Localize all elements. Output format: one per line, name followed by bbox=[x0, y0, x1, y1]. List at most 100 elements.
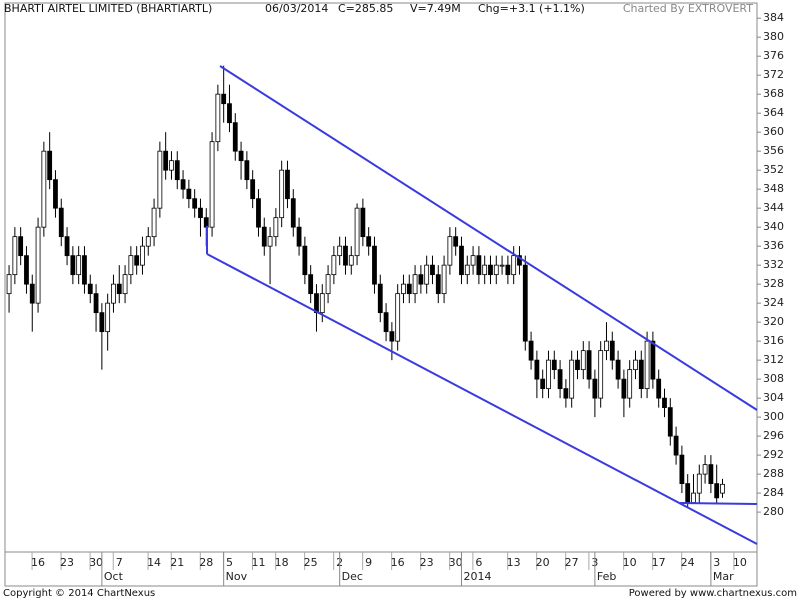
x-tick-label: 16 bbox=[31, 556, 45, 569]
chart-title: BHARTI AIRTEL LIMITED (BHARTIARTL) bbox=[4, 2, 212, 15]
candle-body bbox=[111, 283, 116, 304]
x-tick-label: 7 bbox=[116, 556, 123, 569]
x-tick-label: 23 bbox=[60, 556, 74, 569]
candle-body bbox=[209, 141, 215, 228]
candle-body bbox=[406, 283, 412, 295]
candle-body bbox=[87, 283, 93, 295]
candle-body bbox=[290, 198, 296, 228]
candle-body bbox=[70, 255, 76, 276]
candle-body bbox=[633, 359, 638, 371]
candle-body bbox=[691, 492, 696, 504]
candle-body bbox=[650, 340, 656, 380]
x-tick-label: 25 bbox=[304, 556, 318, 569]
y-tick-label: 284 bbox=[763, 486, 784, 499]
candle-body bbox=[122, 274, 128, 295]
candle-body bbox=[308, 274, 314, 295]
y-tick-label: 384 bbox=[763, 11, 784, 24]
y-tick-label: 380 bbox=[763, 30, 784, 43]
candle-body bbox=[557, 369, 563, 390]
y-tick-label: 320 bbox=[763, 315, 784, 328]
candle-body bbox=[430, 264, 435, 276]
y-tick-label: 352 bbox=[763, 163, 784, 176]
candle-body bbox=[232, 122, 238, 152]
y-tick-label: 368 bbox=[763, 87, 784, 100]
trend-line bbox=[679, 502, 758, 505]
candle-body bbox=[319, 293, 325, 314]
candle-body bbox=[163, 150, 169, 171]
candle-body bbox=[586, 350, 592, 380]
candle-body bbox=[383, 312, 389, 333]
y-tick-label: 332 bbox=[763, 258, 784, 271]
candle-body bbox=[638, 359, 644, 390]
candle-body bbox=[401, 283, 406, 295]
y-tick-label: 292 bbox=[763, 448, 784, 461]
candle-body bbox=[517, 255, 522, 266]
month-label: Nov bbox=[226, 570, 248, 583]
candle-body bbox=[192, 198, 198, 209]
candle-body bbox=[256, 198, 261, 228]
y-tick-label: 304 bbox=[763, 391, 784, 404]
candle-body bbox=[528, 340, 534, 361]
candle-body bbox=[673, 435, 679, 456]
month-label: Mar bbox=[713, 570, 734, 583]
x-tick-label: 27 bbox=[565, 556, 579, 569]
candle-body bbox=[482, 264, 488, 276]
candle-body bbox=[435, 274, 441, 295]
change-label: Chg=+3.1 (+1.1%) bbox=[478, 2, 585, 15]
candle-body bbox=[546, 359, 551, 390]
candle-body bbox=[18, 236, 24, 257]
candle-body bbox=[244, 160, 250, 181]
candle-body bbox=[447, 236, 453, 266]
candle-body bbox=[522, 264, 528, 342]
candle-body bbox=[609, 340, 615, 361]
candle-body bbox=[714, 483, 720, 499]
x-tick-label: 28 bbox=[199, 556, 213, 569]
candle-body bbox=[128, 255, 134, 276]
candle-body bbox=[412, 274, 418, 295]
candle-body bbox=[377, 283, 383, 314]
x-tick-label: 3 bbox=[713, 556, 720, 569]
x-tick-label: 20 bbox=[536, 556, 550, 569]
candle-body bbox=[685, 483, 691, 504]
plot-frame bbox=[4, 2, 758, 553]
candle-body bbox=[598, 350, 604, 399]
credit: Charted By EXTROVERT bbox=[623, 2, 753, 15]
candle-body bbox=[354, 207, 360, 257]
candle-body bbox=[47, 150, 53, 181]
candle-body bbox=[424, 264, 430, 285]
candle-body bbox=[348, 255, 354, 266]
candle-body bbox=[679, 454, 685, 485]
candle-body bbox=[569, 359, 575, 399]
candle-body bbox=[186, 188, 192, 200]
candle-body bbox=[551, 359, 557, 371]
y-tick-label: 316 bbox=[763, 334, 784, 347]
candle-body bbox=[105, 302, 111, 333]
candle-body bbox=[331, 255, 337, 276]
candle-body bbox=[476, 255, 482, 276]
candle-body bbox=[198, 207, 203, 219]
candle-body bbox=[389, 331, 395, 342]
copyright: Copyright © 2014 ChartNexus bbox=[3, 588, 155, 599]
y-tick-label: 360 bbox=[763, 125, 784, 138]
candle-body bbox=[667, 407, 673, 437]
volume-label: V=7.49M bbox=[410, 2, 461, 15]
trend-line bbox=[219, 65, 758, 411]
candle-body bbox=[604, 340, 609, 352]
y-tick-label: 344 bbox=[763, 201, 784, 214]
candle-body bbox=[53, 179, 58, 209]
candle-body bbox=[366, 236, 372, 247]
x-tick-label: 5 bbox=[226, 556, 233, 569]
candle-body bbox=[221, 93, 227, 105]
candle-body bbox=[174, 160, 180, 181]
month-label: 2014 bbox=[463, 570, 491, 583]
x-tick-label: 18 bbox=[275, 556, 289, 569]
candle-body bbox=[708, 464, 714, 485]
candle-body bbox=[702, 464, 708, 475]
candle-body bbox=[12, 236, 18, 276]
candle-body bbox=[238, 150, 244, 162]
candle-body bbox=[285, 169, 290, 200]
month-label: Feb bbox=[597, 570, 616, 583]
candle-body bbox=[157, 150, 163, 209]
candle-body bbox=[6, 274, 12, 295]
candle-body bbox=[395, 293, 401, 342]
